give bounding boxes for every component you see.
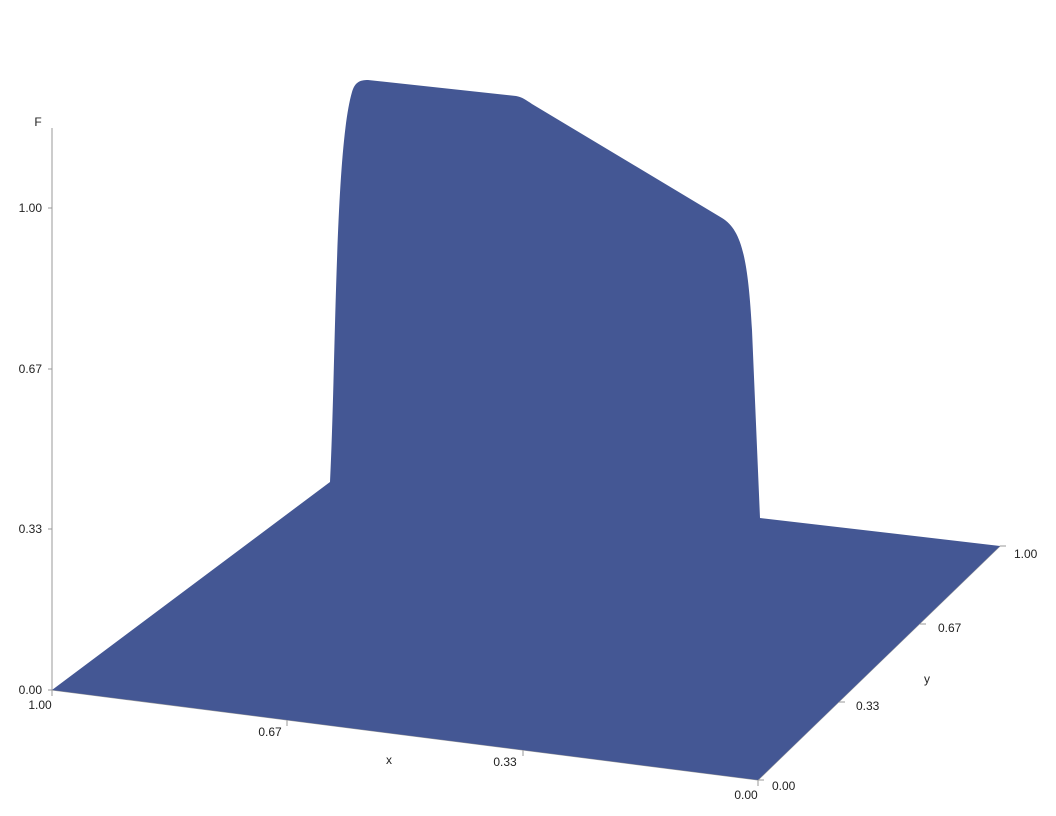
z-ticks: 0.00 0.33 0.67 1.00 F bbox=[19, 115, 52, 697]
y-tick-label-2: 0.67 bbox=[938, 621, 962, 635]
x-ticks: 1.00 0.67 0.33 0.00 x bbox=[28, 690, 759, 802]
x-tick-label-2: 0.33 bbox=[493, 755, 517, 769]
y-tick-label-0: 0.00 bbox=[772, 779, 796, 793]
x-tick-label-0: 1.00 bbox=[28, 698, 52, 712]
x-tick-label-3: 0.00 bbox=[734, 788, 758, 802]
z-tick-label-0: 0.00 bbox=[19, 683, 43, 697]
z-tick-label-2: 0.67 bbox=[19, 362, 43, 376]
y-tick-label-3: 1.00 bbox=[1014, 547, 1038, 561]
x-axis-label: x bbox=[386, 753, 392, 767]
z-tick-label-1: 0.33 bbox=[19, 522, 43, 536]
y-axis-label: y bbox=[924, 672, 930, 686]
z-axis-label: F bbox=[34, 115, 41, 129]
surface-shape bbox=[52, 80, 1000, 780]
x-tick-label-1: 0.67 bbox=[258, 725, 282, 739]
y-tick-label-1: 0.33 bbox=[856, 699, 880, 713]
z-tick-label-3: 1.00 bbox=[19, 201, 43, 215]
y-ticks: 0.00 0.33 0.67 1.00 y bbox=[758, 545, 1038, 793]
